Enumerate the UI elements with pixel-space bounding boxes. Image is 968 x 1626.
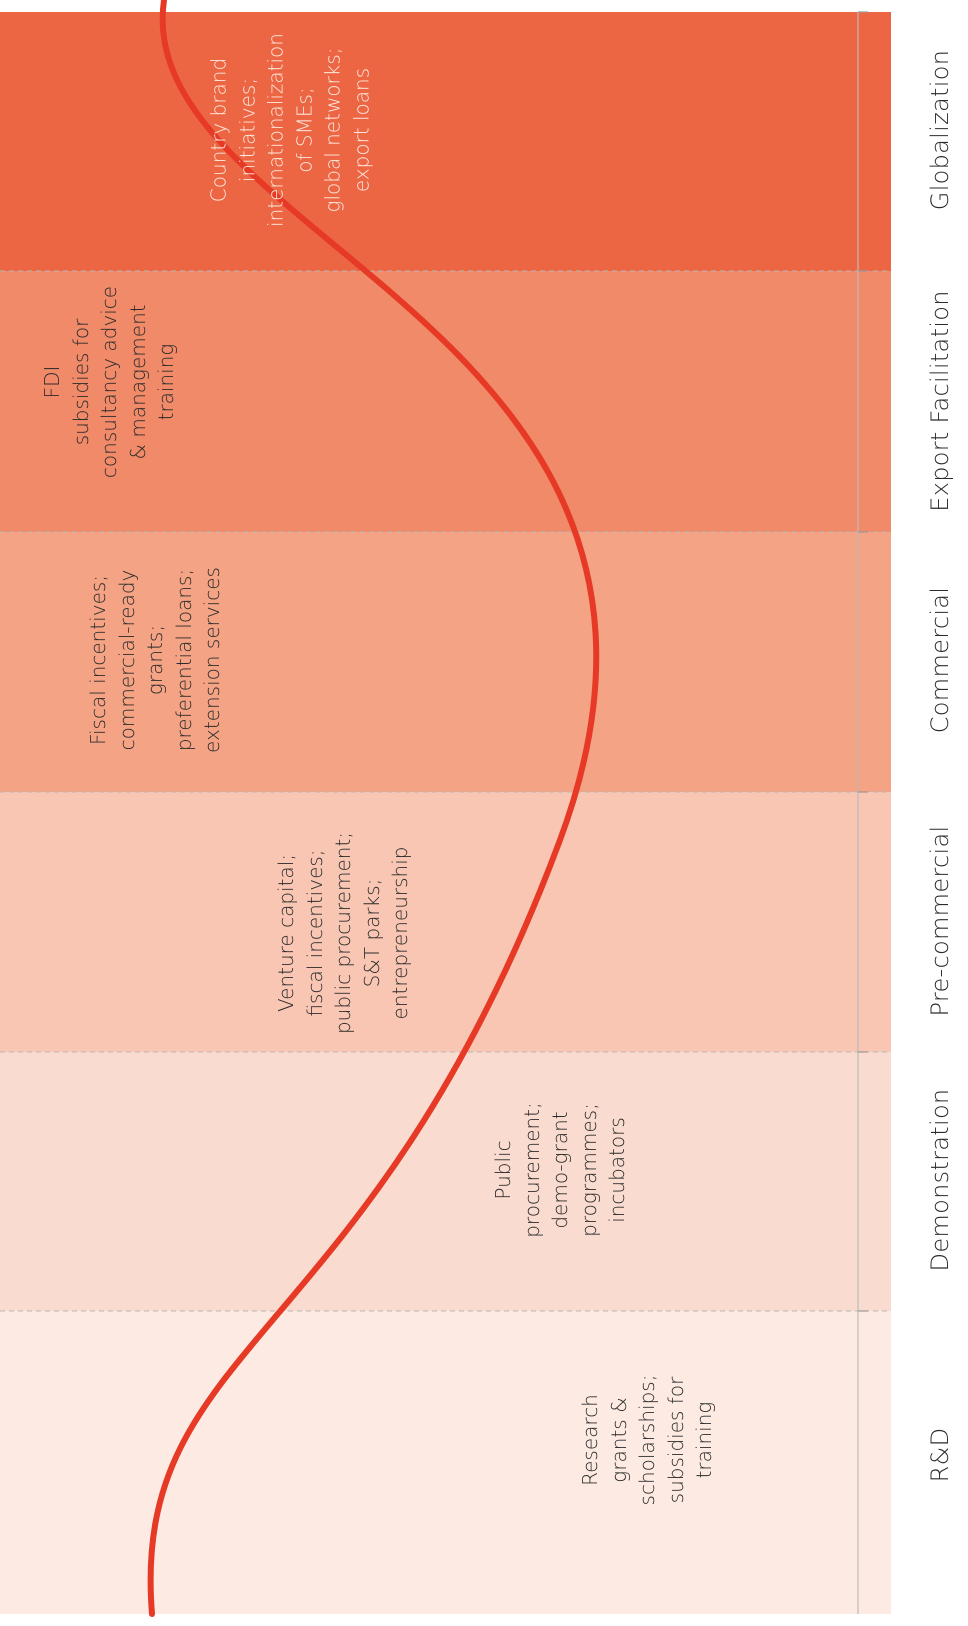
- stage-band-demonstration: [0, 1052, 891, 1311]
- stage-dividers: [0, 270, 891, 1312]
- stage-band-globalization: [0, 12, 891, 271]
- axis-ticks: [858, 11, 868, 1312]
- s-curve: [147, 0, 600, 1617]
- stage-band-export-facilitation: [0, 271, 891, 532]
- stage-band-pre-commercial: [0, 792, 891, 1052]
- stage-band-commercial: [0, 532, 891, 792]
